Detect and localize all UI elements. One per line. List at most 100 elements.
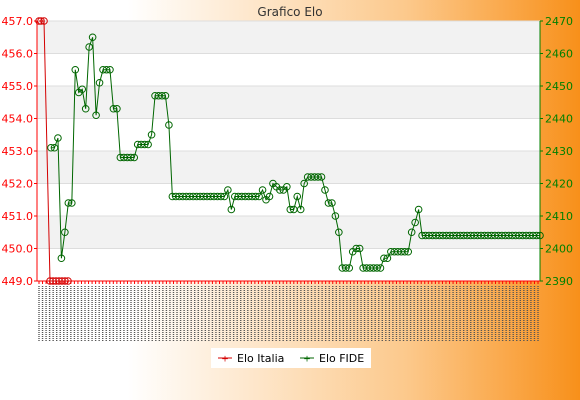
point-elo-fide <box>286 205 295 214</box>
series-line-elo-fide <box>51 37 540 269</box>
right-tick-label: 2400 <box>545 243 573 256</box>
point-elo-fide <box>258 186 267 194</box>
legend: + Elo Italia + Elo FIDE <box>211 348 371 368</box>
point-elo-italia <box>58 277 66 285</box>
point-elo-fide <box>224 186 232 194</box>
right-tick-label: 2430 <box>545 145 573 158</box>
point-elo-italia <box>46 277 54 285</box>
point-elo-fide <box>113 104 121 113</box>
point-elo-fide <box>227 205 236 214</box>
left-tick-label: 456.0 <box>2 48 34 61</box>
point-elo-fide <box>68 199 76 207</box>
point-elo-fide <box>64 199 73 207</box>
plot-area <box>36 20 541 282</box>
point-elo-fide <box>321 186 329 194</box>
point-elo-fide <box>54 134 62 142</box>
series-lines <box>35 17 544 285</box>
point-elo-fide <box>331 212 340 220</box>
left-axis-ticks: 449.0 450.0 451.0 452.0 453.0 454.0 455.0 456.0… <box>2 15 37 288</box>
point-elo-fide <box>144 140 152 149</box>
point-elo-fide <box>95 78 104 87</box>
point-elo-fide <box>147 130 156 139</box>
point-elo-fide <box>57 254 66 263</box>
right-tick-label: 2470 <box>545 15 573 28</box>
point-elo-fide <box>380 254 388 263</box>
point-elo-fide <box>109 104 118 113</box>
grid-band <box>37 86 540 119</box>
point-elo-fide <box>255 192 263 201</box>
point-elo-fide <box>265 192 274 201</box>
right-tick-label: 2460 <box>545 48 573 61</box>
point-elo-fide <box>314 173 322 181</box>
point-elo-fide <box>345 264 354 272</box>
point-elo-fide <box>400 247 409 256</box>
grid-band <box>37 151 540 184</box>
point-elo-fide <box>106 65 114 74</box>
point-elo-italia <box>35 17 43 25</box>
grid-band <box>37 53 540 86</box>
grid-band <box>37 248 540 281</box>
point-elo-fide <box>71 65 80 74</box>
point-elo-fide <box>352 244 360 253</box>
point-elo-fide <box>161 91 170 100</box>
right-tick-label: 2410 <box>545 210 573 223</box>
point-elo-fide <box>373 264 381 272</box>
right-axis-ticks: 2390 2400 2410 2420 2430 2440 2450 2460 2470 <box>540 15 573 288</box>
point-elo-fide <box>78 85 87 94</box>
point-elo-fide <box>376 264 385 272</box>
left-tick-label: 454.0 <box>2 113 34 126</box>
point-elo-italia <box>37 17 45 25</box>
point-elo-fide <box>61 228 69 237</box>
right-tick-label: 2420 <box>545 178 573 191</box>
left-tick-label: 453.0 <box>2 145 34 158</box>
point-elo-fide <box>276 186 284 194</box>
point-elo-fide <box>300 179 308 188</box>
right-tick-label: 2390 <box>545 275 573 288</box>
right-tick-label: 2440 <box>545 113 573 126</box>
point-elo-fide <box>414 205 423 214</box>
point-elo-fide <box>81 104 90 113</box>
point-elo-fide <box>411 218 419 227</box>
left-tick-label: 452.0 <box>2 178 34 191</box>
grid-band <box>37 21 540 54</box>
point-elo-fide <box>158 91 166 100</box>
left-tick-label: 450.0 <box>2 243 34 256</box>
point-elo-fide <box>296 205 305 214</box>
left-tick-label: 449.0 <box>2 275 34 288</box>
point-elo-fide <box>536 231 544 240</box>
point-elo-fide <box>102 65 111 74</box>
point-elo-fide <box>317 173 326 181</box>
point-elo-italia <box>49 277 57 285</box>
point-elo-fide <box>328 199 336 207</box>
point-elo-italia <box>64 277 72 285</box>
legend-marker-elo-italia: + <box>221 355 229 365</box>
point-elo-fide <box>335 228 343 237</box>
point-elo-fide <box>407 228 416 237</box>
point-elo-fide <box>341 264 350 272</box>
point-elo-fide <box>217 192 225 201</box>
point-elo-fide <box>283 182 291 191</box>
point-elo-fide <box>532 231 541 240</box>
legend-box <box>211 348 371 368</box>
point-elo-fide <box>355 244 364 253</box>
legend-label-elo-italia: Elo Italia <box>237 352 284 365</box>
right-tick-label: 2450 <box>545 80 573 93</box>
point-elo-italia <box>61 277 69 285</box>
point-elo-fide <box>220 192 229 201</box>
point-elo-fide <box>50 143 59 152</box>
chart-title: Grafico Elo <box>257 5 322 19</box>
point-elo-fide <box>140 140 149 149</box>
point-elo-italia <box>52 277 60 285</box>
point-elo-fide <box>165 121 173 129</box>
point-elo-italia <box>40 17 48 25</box>
point-elo-fide <box>324 199 333 207</box>
point-elo-fide <box>383 254 392 263</box>
left-tick-label: 451.0 <box>2 210 34 223</box>
legend-label-elo-fide: Elo FIDE <box>319 352 364 365</box>
left-tick-label: 457.0 <box>2 15 34 28</box>
point-elo-fide <box>130 153 139 162</box>
point-elo-fide <box>92 111 100 120</box>
point-elo-italia <box>55 277 63 285</box>
point-elo-fide <box>47 143 55 152</box>
